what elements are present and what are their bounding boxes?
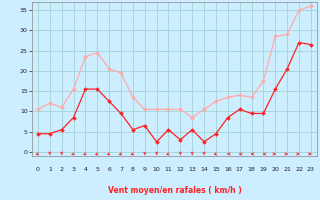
X-axis label: Vent moyen/en rafales ( km/h ): Vent moyen/en rafales ( km/h ): [108, 186, 241, 195]
